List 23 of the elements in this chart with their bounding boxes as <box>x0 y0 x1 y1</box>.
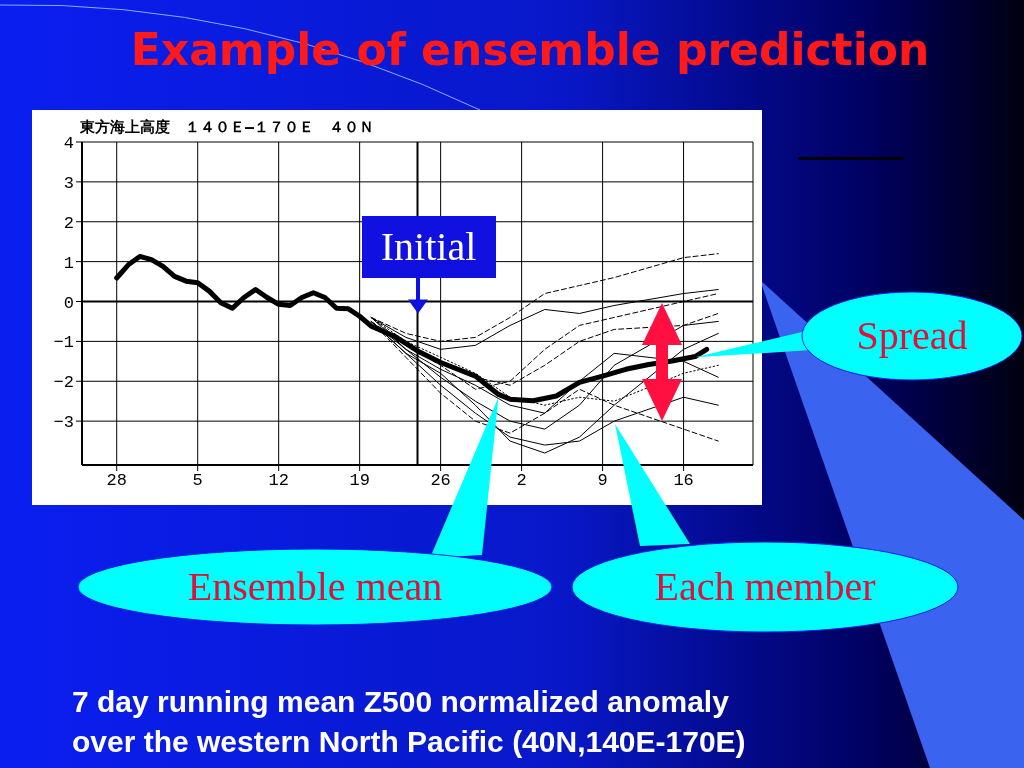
x-tick-label: 12 <box>268 471 289 491</box>
x-tick-label: 2 <box>516 471 527 491</box>
y-tick-label: −3 <box>53 413 74 433</box>
y-tick-label: 0 <box>63 293 74 313</box>
chart-subtitle: 東方海上高度 １４０Ｅ—１７０Ｅ ４０Ｎ <box>80 118 375 137</box>
y-tick-label: 2 <box>63 213 74 233</box>
y-tick-label: 3 <box>63 173 74 193</box>
text: 7 day running mean Z500 normalized anomaly over the western North Pacific (40N,140E-170E) <box>72 684 746 760</box>
annotation: Ensemble mean <box>187 564 443 609</box>
annotation: Spread <box>856 313 968 358</box>
x-tick-label: 9 <box>597 471 608 491</box>
text: Each member <box>654 564 876 609</box>
x-tick-label: 28 <box>106 471 127 491</box>
x-tick-label: 19 <box>349 471 370 491</box>
x-tick-label: 26 <box>430 471 451 491</box>
y-tick-label: 4 <box>63 134 74 154</box>
y-tick-label: −1 <box>53 333 74 353</box>
chart-title: Example of ensemble prediction <box>129 24 931 75</box>
x-tick-label: 16 <box>673 471 694 491</box>
y-tick-label: 1 <box>63 253 74 273</box>
y-tick-label: −2 <box>53 373 74 393</box>
annotation: Initial <box>361 216 496 278</box>
x-tick-label: 5 <box>192 471 203 491</box>
